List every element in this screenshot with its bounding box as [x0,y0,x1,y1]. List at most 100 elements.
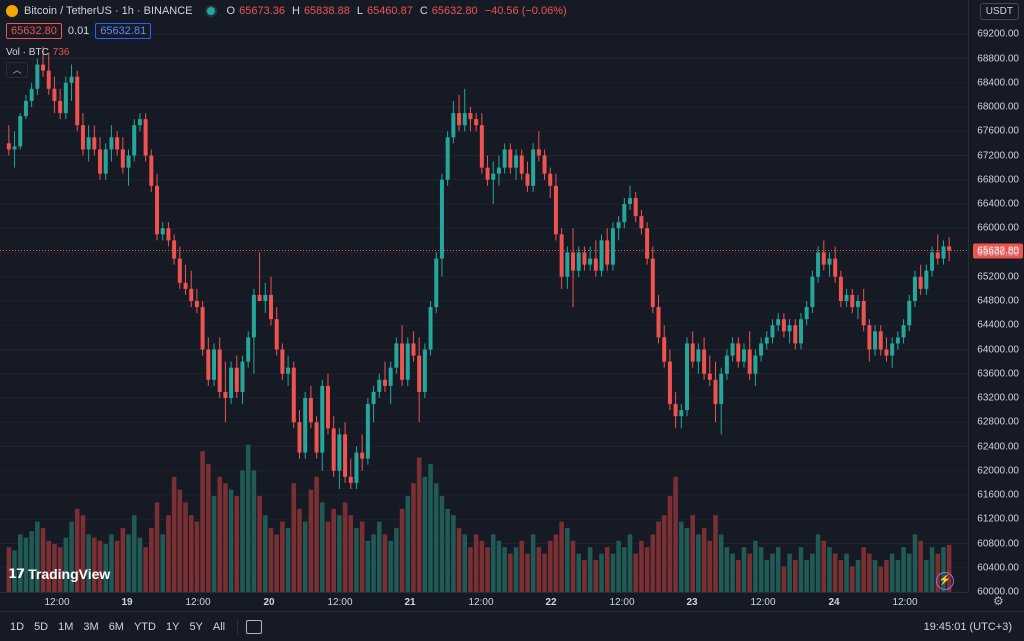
symbol-title[interactable]: Bitcoin / TetherUS · 1h · BINANCE [24,5,193,17]
candle-body [234,367,239,392]
candle-body [912,276,917,301]
volume-bar [97,540,103,592]
volume-bar [485,547,490,592]
candle [80,113,85,156]
candle [417,337,422,423]
currency-button[interactable]: USDT [979,3,1019,20]
volume-bar [223,483,228,592]
candle-body [303,398,308,453]
range-button-5d[interactable]: 5D [34,620,49,633]
candle [770,319,775,344]
candle [610,222,615,271]
bitcoin-icon [6,5,18,17]
candle-body [274,319,279,350]
candle-body [155,185,160,235]
open-label: O [226,5,236,17]
volume-bar [359,521,365,592]
y-tick-label: 62000.00 [977,465,1019,477]
volume-bar [439,496,445,592]
volume-bar [320,502,325,592]
candle [588,246,593,271]
buy-button[interactable]: 65632.81 [95,23,152,39]
x-tick-time: 12:00 [327,597,353,608]
range-button-all[interactable]: All [212,620,226,633]
candle [75,70,80,132]
x-tick-time: 12:00 [44,597,70,608]
candle [63,76,68,120]
candle-body [821,252,826,265]
chart-plot-area[interactable] [0,0,968,592]
range-button-1y[interactable]: 1Y [165,620,180,633]
y-tick-label: 65200.00 [977,271,1019,283]
candle-body [183,282,188,289]
candle-body [343,434,348,477]
candle [753,349,758,386]
candle-body [707,373,712,380]
candle [18,113,23,150]
clock[interactable]: 19:45:01 (UTC+3) [923,620,1012,633]
range-button-1d[interactable]: 1D [10,620,25,633]
candle [371,385,376,423]
candle-body [776,319,781,326]
candle-body [320,385,325,453]
x-tick-day: 20 [263,597,275,608]
range-button-1m[interactable]: 1M [58,620,74,633]
x-tick-day: 21 [404,597,416,608]
market-status-icon[interactable] [206,7,215,15]
candle [628,185,633,211]
sell-button[interactable]: 65632.80 [6,23,62,39]
volume-bar [570,540,576,592]
candle [719,367,724,435]
candle [496,155,501,186]
volume-bar [211,496,217,592]
candle [747,331,752,380]
volume-bar [502,547,507,592]
candle-body [696,349,701,362]
lightning-icon[interactable]: ⚡ [936,572,954,590]
volume-bar [143,547,148,592]
candle [912,270,917,308]
candle-body [268,294,273,320]
volume-bar [314,476,319,592]
candle-body [690,343,695,362]
candle-body [935,252,940,259]
candle [354,446,359,489]
calendar-icon[interactable] [246,619,263,634]
volume-bar [52,544,57,592]
candlestick-series [6,46,952,489]
candle [58,88,63,120]
candle [41,46,46,77]
gear-icon[interactable]: ⚙ [993,594,1004,608]
y-tick-label: 60800.00 [977,538,1019,549]
volume-bar [149,528,154,592]
candle-body [895,337,900,344]
volume-bar [713,515,718,592]
volume-bar [382,534,388,592]
candle-body [633,197,638,217]
range-button-6m[interactable]: 6M [108,620,124,633]
volume-bar [416,457,422,592]
candle-body [286,367,291,374]
chevron-up-icon[interactable]: ︿ [6,62,28,78]
candle-body [109,137,114,150]
range-button-5y[interactable]: 5Y [189,620,203,633]
last-price-label: 65632.80 [973,243,1023,259]
volume-bar [35,521,40,592]
volume-bar [228,489,234,592]
candle [702,337,707,380]
candle [622,197,627,229]
candle [616,216,621,241]
volume-bar [274,534,279,592]
range-button-3m[interactable]: 3M [83,620,99,633]
candle [542,149,547,180]
time-axis[interactable]: 12:00 19 12:00 20 12:00 21 12:00 22 12:00 23 12:00… [0,592,968,611]
candle-body [673,404,678,417]
range-button-ytd[interactable]: YTD [133,620,156,633]
volume-bar [194,521,200,592]
y-tick-label: 66400.00 [977,198,1019,210]
volume-bar [280,521,285,592]
volume-bar [684,528,690,592]
price-axis[interactable]: USDT 65632.80 69200.00 68800.00 68400.00 68… [968,0,1024,598]
volume-bar [741,547,747,592]
candle-body [160,228,165,235]
